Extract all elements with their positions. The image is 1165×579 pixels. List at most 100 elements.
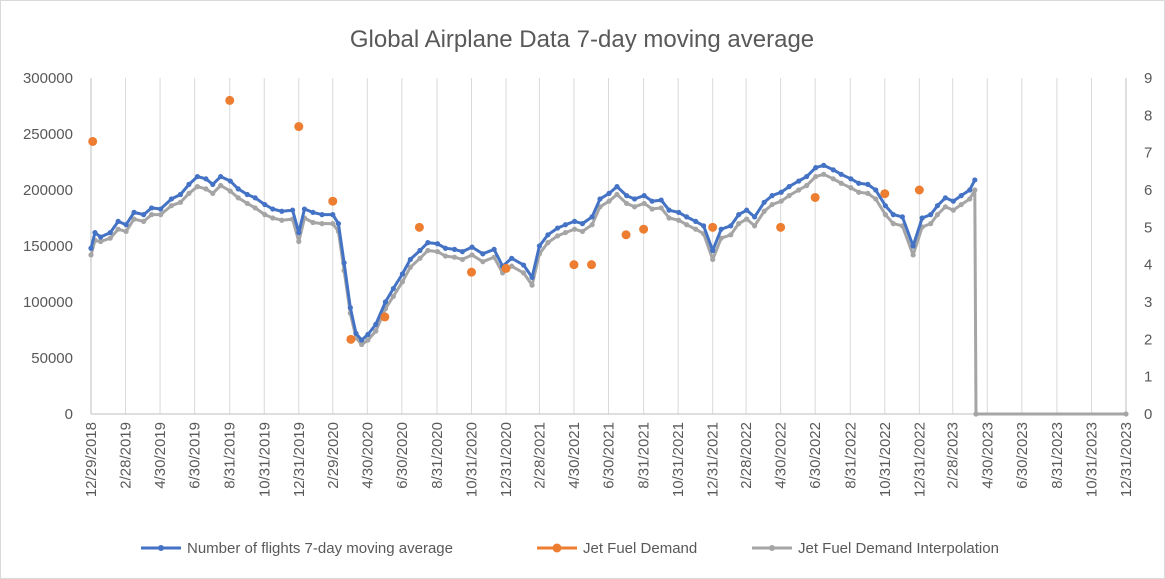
data-point [330, 212, 336, 218]
data-point [407, 256, 413, 263]
x-tick-label: 8/31/2019 [222, 422, 239, 489]
data-point [624, 193, 630, 199]
data-point [252, 205, 258, 211]
series-0 [88, 162, 978, 343]
data-point [958, 193, 964, 199]
data-point [751, 214, 758, 220]
data-point [469, 252, 475, 258]
x-tick-label: 4/30/2022 [773, 422, 790, 489]
data-point [1123, 411, 1129, 417]
legend-item-0: Number of flights 7-day moving average [141, 540, 453, 557]
data-point [365, 331, 371, 338]
data-point [451, 246, 458, 252]
data-point [168, 196, 174, 202]
data-point [761, 199, 767, 205]
x-tick-label: 2/29/2020 [325, 422, 342, 489]
data-point [359, 337, 365, 343]
data-point [972, 187, 978, 193]
x-tick-label: 6/30/2021 [601, 422, 618, 489]
x-tick-label: 6/30/2022 [807, 422, 824, 489]
data-point [950, 207, 956, 213]
y-left-tick-label: 50000 [31, 350, 73, 367]
data-point [769, 201, 775, 208]
data-point [399, 271, 406, 277]
data-point [676, 217, 682, 223]
data-point [890, 212, 896, 218]
data-point [414, 222, 424, 232]
data-point [252, 195, 258, 201]
data-point [417, 255, 423, 261]
data-point [899, 214, 905, 220]
data-point [88, 245, 94, 251]
y-right-tick-label: 6 [1144, 182, 1152, 199]
data-point [434, 241, 441, 247]
data-point [301, 206, 308, 212]
data-point [335, 221, 342, 227]
data-point [684, 214, 690, 220]
legend-label: Jet Fuel Demand [583, 540, 697, 557]
data-point [509, 255, 515, 261]
data-point [710, 256, 716, 263]
data-point [641, 200, 647, 207]
data-point [442, 245, 449, 251]
x-tick-label: 12/31/2021 [705, 422, 722, 497]
data-point [614, 184, 620, 190]
data-point [666, 207, 672, 213]
data-point [141, 212, 147, 218]
data-point [289, 207, 296, 213]
data-point [373, 321, 379, 327]
y-left-tick-label: 300000 [23, 70, 73, 87]
data-point [359, 341, 365, 348]
data-point [98, 238, 104, 245]
data-point [545, 240, 551, 246]
legend-label: Number of flights 7-day moving average [187, 540, 453, 557]
x-tick-label: 10/31/2021 [670, 422, 687, 497]
data-point [621, 230, 631, 240]
x-tick-label: 2/28/2022 [738, 422, 755, 489]
data-point [210, 181, 216, 187]
data-point [279, 217, 285, 223]
data-point [848, 185, 854, 191]
x-tick-label: 4/30/2019 [152, 422, 169, 489]
data-point [177, 191, 184, 198]
data-point [399, 279, 406, 285]
y-left-tick-label: 150000 [23, 238, 73, 255]
x-tick-label: 6/30/2023 [1014, 422, 1031, 489]
data-point [751, 223, 758, 229]
data-point [606, 190, 612, 196]
data-point [882, 212, 888, 218]
x-tick-label: 6/30/2020 [394, 422, 411, 489]
data-point [554, 233, 561, 239]
data-point [631, 204, 638, 210]
data-point [491, 254, 497, 260]
data-point [810, 192, 820, 202]
data-point [693, 226, 699, 232]
data-point [88, 252, 94, 258]
data-point [804, 182, 810, 189]
data-point [934, 212, 941, 218]
x-tick-label: 4/30/2020 [359, 422, 376, 489]
data-point [382, 299, 389, 305]
data-point [865, 190, 871, 196]
data-point [972, 177, 978, 183]
data-point [529, 282, 535, 288]
data-point [319, 221, 325, 227]
data-point [270, 215, 276, 221]
data-point [123, 222, 129, 228]
data-point [614, 191, 620, 198]
y-right-tick-label: 7 [1144, 145, 1152, 162]
data-point [442, 253, 449, 259]
legend-swatch-marker [552, 543, 562, 553]
x-tick-label: 4/30/2023 [979, 422, 996, 489]
data-point [310, 219, 316, 226]
data-point [676, 209, 682, 215]
data-point [761, 208, 767, 214]
data-point [341, 260, 347, 266]
legend-item-2: Jet Fuel Demand Interpolation [752, 540, 999, 557]
data-point [501, 263, 511, 273]
data-point [88, 136, 98, 146]
data-point [589, 214, 595, 220]
data-point [658, 197, 664, 203]
data-point [579, 221, 586, 227]
